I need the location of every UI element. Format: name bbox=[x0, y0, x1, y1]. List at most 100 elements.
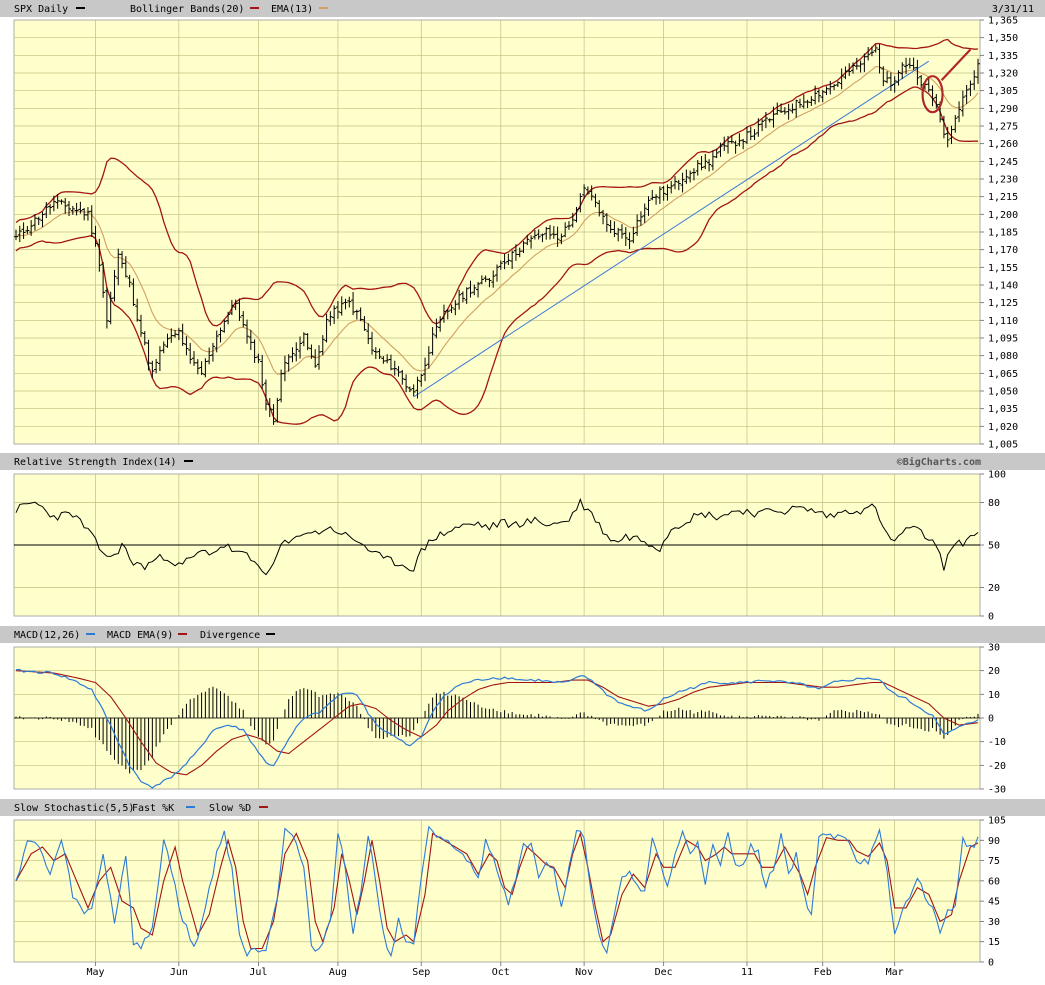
price-bar bbox=[434, 318, 439, 339]
price-bar bbox=[25, 225, 30, 235]
stoch-legend-slowd-swatch bbox=[259, 806, 268, 808]
price-bar bbox=[138, 314, 143, 337]
price-bar bbox=[888, 72, 893, 91]
price-bar bbox=[89, 205, 94, 237]
price-bar bbox=[165, 333, 170, 348]
rsi-panel: Relative Strength Index(14) ©BigCharts.c… bbox=[0, 453, 1045, 623]
price-bar bbox=[21, 222, 26, 239]
price-bar bbox=[131, 278, 136, 306]
y-tick-label: 1,260 bbox=[988, 139, 1018, 150]
price-bar bbox=[419, 373, 424, 387]
price-bar bbox=[229, 299, 234, 316]
price-bar bbox=[676, 179, 681, 191]
macd-line bbox=[15, 668, 979, 789]
price-bar bbox=[851, 62, 856, 74]
y-tick-label: 60 bbox=[988, 876, 1000, 887]
price-bar bbox=[506, 253, 511, 265]
y-tick-label: 1,335 bbox=[988, 51, 1018, 62]
price-bar bbox=[59, 199, 64, 205]
slow-d-line bbox=[15, 831, 979, 950]
price-bar bbox=[941, 115, 946, 139]
price-bar bbox=[638, 211, 643, 226]
price-bar bbox=[574, 206, 579, 223]
price-bar bbox=[786, 103, 791, 120]
x-axis-labels: May Jun Jul Aug Sep Oct Nov Dec 11 Feb Mar bbox=[87, 962, 904, 978]
price-bar bbox=[320, 335, 325, 356]
price-bar bbox=[771, 106, 776, 128]
price-bar bbox=[559, 233, 564, 245]
price-bar bbox=[36, 216, 41, 226]
price-legend-bollinger-swatch bbox=[250, 7, 259, 9]
x-tick-label: Mar bbox=[886, 967, 904, 978]
rsi-legend: Relative Strength Index(14) bbox=[14, 457, 177, 468]
price-bar bbox=[218, 327, 223, 343]
y-tick-label: 1,065 bbox=[988, 369, 1018, 380]
price-bar bbox=[430, 327, 435, 356]
price-bar bbox=[809, 96, 814, 106]
price-bar bbox=[453, 300, 458, 316]
price-bar bbox=[354, 309, 359, 320]
price-bar bbox=[176, 327, 181, 341]
price-bar bbox=[449, 304, 454, 314]
price-bar bbox=[40, 211, 45, 228]
price-bar bbox=[612, 221, 617, 237]
y-tick-label: 10 bbox=[988, 690, 1000, 701]
price-bar bbox=[298, 336, 303, 359]
price-bar bbox=[476, 282, 481, 298]
price-bar bbox=[256, 353, 261, 364]
price-bar bbox=[703, 154, 708, 170]
price-bar bbox=[233, 299, 238, 311]
price-bar bbox=[866, 46, 871, 61]
macd-legend-macd: MACD(12,26) bbox=[14, 630, 80, 641]
price-bar bbox=[548, 224, 553, 240]
price-bar bbox=[370, 331, 375, 355]
stoch-legend-slowd: Slow %D bbox=[209, 803, 251, 814]
price-bar bbox=[316, 345, 321, 370]
price-bar bbox=[608, 220, 613, 234]
y-tick-label: 1,275 bbox=[988, 122, 1018, 133]
price-bar bbox=[237, 298, 242, 321]
price-bar bbox=[597, 200, 602, 217]
price-bar bbox=[222, 319, 227, 333]
price-bar bbox=[207, 347, 212, 365]
price-bar bbox=[63, 197, 68, 214]
price-bar bbox=[904, 57, 909, 75]
price-bar bbox=[324, 313, 329, 343]
price-bar bbox=[593, 193, 598, 208]
price-bar bbox=[710, 150, 715, 171]
price-bar bbox=[426, 346, 431, 369]
price-bar bbox=[760, 119, 765, 132]
price-bar bbox=[733, 140, 738, 154]
price-bar bbox=[911, 57, 916, 71]
price-bar bbox=[373, 347, 378, 360]
macd-panel: MACD(12,26) MACD EMA(9) Divergence -30 -2… bbox=[0, 626, 1045, 796]
price-bar bbox=[385, 354, 390, 364]
y-tick-label: 50 bbox=[988, 541, 1000, 552]
macd-y-ticks: -30 -20 -10 0 10 20 30 bbox=[980, 643, 1006, 796]
stoch-legend-title: Slow Stochastic(5,5) bbox=[14, 803, 134, 814]
price-bar bbox=[589, 185, 594, 201]
price-bar bbox=[169, 328, 174, 343]
bollinger-lower-line bbox=[15, 86, 979, 425]
price-bar bbox=[665, 184, 670, 201]
price-y-ticks: 1,005 1,020 1,035 1,050 1,065 1,080 1,095 1,110… bbox=[980, 16, 1018, 451]
price-bar bbox=[381, 356, 386, 364]
price-bar bbox=[869, 46, 874, 57]
stoch-legend-fastk: Fast %K bbox=[132, 803, 174, 814]
price-bar bbox=[445, 308, 450, 320]
y-tick-label: 75 bbox=[988, 856, 1000, 867]
price-bar bbox=[263, 379, 268, 411]
annotation-ellipse bbox=[921, 75, 944, 114]
stoch-plot-area bbox=[13, 819, 981, 963]
y-tick-label: 1,110 bbox=[988, 316, 1018, 327]
price-bar bbox=[407, 386, 412, 393]
credit: ©BigCharts.com bbox=[897, 456, 981, 468]
price-bar bbox=[108, 291, 113, 325]
y-tick-label: 20 bbox=[988, 666, 1000, 677]
price-bar bbox=[260, 354, 265, 389]
price-bar bbox=[729, 135, 734, 144]
price-bar bbox=[540, 233, 545, 243]
price-bar bbox=[794, 99, 799, 118]
price-bar bbox=[722, 136, 727, 152]
price-bar bbox=[782, 107, 787, 115]
